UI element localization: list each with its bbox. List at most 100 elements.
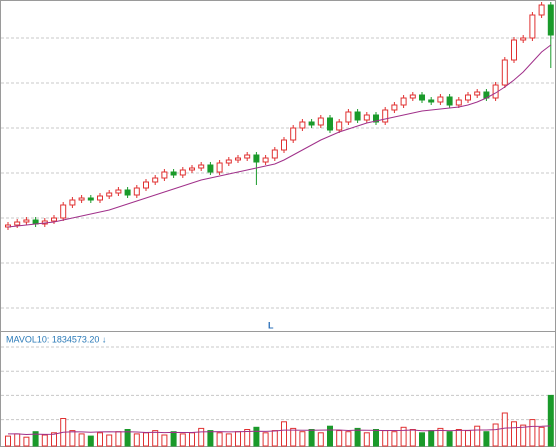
volume-bar: [23, 436, 30, 447]
volume-bar: [391, 431, 398, 447]
marker-label: L: [268, 320, 274, 330]
candle-body: [97, 195, 103, 201]
candle-body: [529, 14, 536, 39]
candle-body: [317, 117, 324, 126]
candle-body: [547, 4, 554, 36]
volume-bar: [455, 429, 462, 447]
volume-bar: [179, 433, 186, 447]
volume-bar: [327, 425, 333, 447]
volume-bar: [336, 430, 343, 447]
candle-body: [290, 127, 297, 141]
candle-body: [455, 99, 462, 106]
volume-bar: [529, 419, 536, 447]
candle-body: [51, 217, 57, 222]
volume-bar: [143, 432, 149, 447]
candle-body: [262, 157, 269, 163]
volume-bar: [87, 435, 94, 447]
volume-bar: [5, 435, 11, 447]
candle-body: [437, 96, 444, 103]
volume-bar: [161, 434, 168, 447]
candle-body: [133, 187, 140, 196]
candle-body: [400, 97, 407, 106]
volume-bar: [97, 432, 103, 447]
volume-bar: [474, 425, 481, 447]
volume-bar: [51, 432, 57, 447]
volume-bar: [262, 432, 269, 447]
candle-body: [382, 109, 389, 123]
candle-body: [235, 157, 241, 161]
candle-body: [363, 114, 370, 121]
candle-body: [446, 96, 453, 106]
volume-bar: [492, 423, 499, 447]
volume-bar: [520, 424, 527, 447]
candle-body: [69, 199, 76, 206]
candle-body: [428, 99, 435, 103]
candle-body: [501, 59, 508, 86]
candle-body: [161, 171, 168, 179]
candle-body: [299, 121, 306, 129]
candle-body: [78, 197, 85, 201]
volume-bar: [152, 430, 159, 447]
volume-bar: [290, 427, 297, 447]
candle-body: [115, 189, 122, 194]
candle-body: [198, 164, 205, 169]
volume-bar: [189, 432, 195, 447]
volume-bar: [547, 394, 554, 447]
candle-body: [179, 169, 186, 176]
candle-body: [465, 94, 471, 101]
volume-average: [8, 425, 551, 435]
volume-bar: [409, 429, 416, 447]
candle-body: [271, 149, 278, 159]
candle-body: [419, 94, 425, 101]
volume-bar: [41, 434, 48, 447]
candle-body: [373, 114, 379, 123]
candle-body: [143, 181, 149, 189]
candle-body: [308, 121, 315, 126]
volume-bar: [216, 432, 223, 447]
volume-bar: [253, 426, 260, 447]
candle-body: [354, 111, 361, 121]
candle-body: [189, 167, 195, 171]
candle-body: [281, 139, 287, 151]
volume-bar: [106, 434, 113, 447]
candle-body: [60, 204, 67, 219]
candle-body: [216, 162, 223, 173]
candle-body: [474, 91, 481, 96]
candle-body: [345, 111, 352, 123]
volume-bar: [69, 430, 76, 447]
candle-body: [244, 154, 251, 159]
candle-body: [170, 171, 177, 176]
volume-bar: [235, 431, 241, 447]
candle-body: [520, 37, 527, 41]
volume-bar: [244, 429, 251, 447]
candle-body: [152, 177, 159, 183]
volume-bar: [308, 429, 315, 447]
moving-average: [7, 44, 552, 228]
volume-label: MAVOL10: 1834573.20 ↓: [6, 334, 106, 344]
volume-bar: [225, 433, 232, 447]
volume-bar: [317, 432, 324, 447]
volume-bar: [465, 430, 471, 447]
volume-bar: [446, 431, 453, 447]
volume-bar: [419, 432, 425, 447]
volume-bar: [133, 433, 140, 447]
volume-bar: [373, 429, 379, 447]
volume-bar: [501, 412, 508, 447]
candle-body: [23, 219, 30, 223]
volume-bar: [115, 431, 122, 447]
candle-body: [253, 154, 260, 163]
candle-body: [409, 94, 416, 99]
volume-bar: [207, 430, 214, 447]
volume-bar: [382, 430, 389, 447]
candle-body: [391, 104, 398, 111]
volume-bar: [400, 426, 407, 447]
candle-body: [336, 121, 343, 131]
candle-body: [14, 221, 21, 226]
volume-bar: [198, 427, 205, 447]
volume-bar: [78, 433, 85, 447]
volume-bar: [354, 427, 361, 447]
candle-body: [207, 164, 214, 173]
volume-bar: [271, 430, 278, 447]
